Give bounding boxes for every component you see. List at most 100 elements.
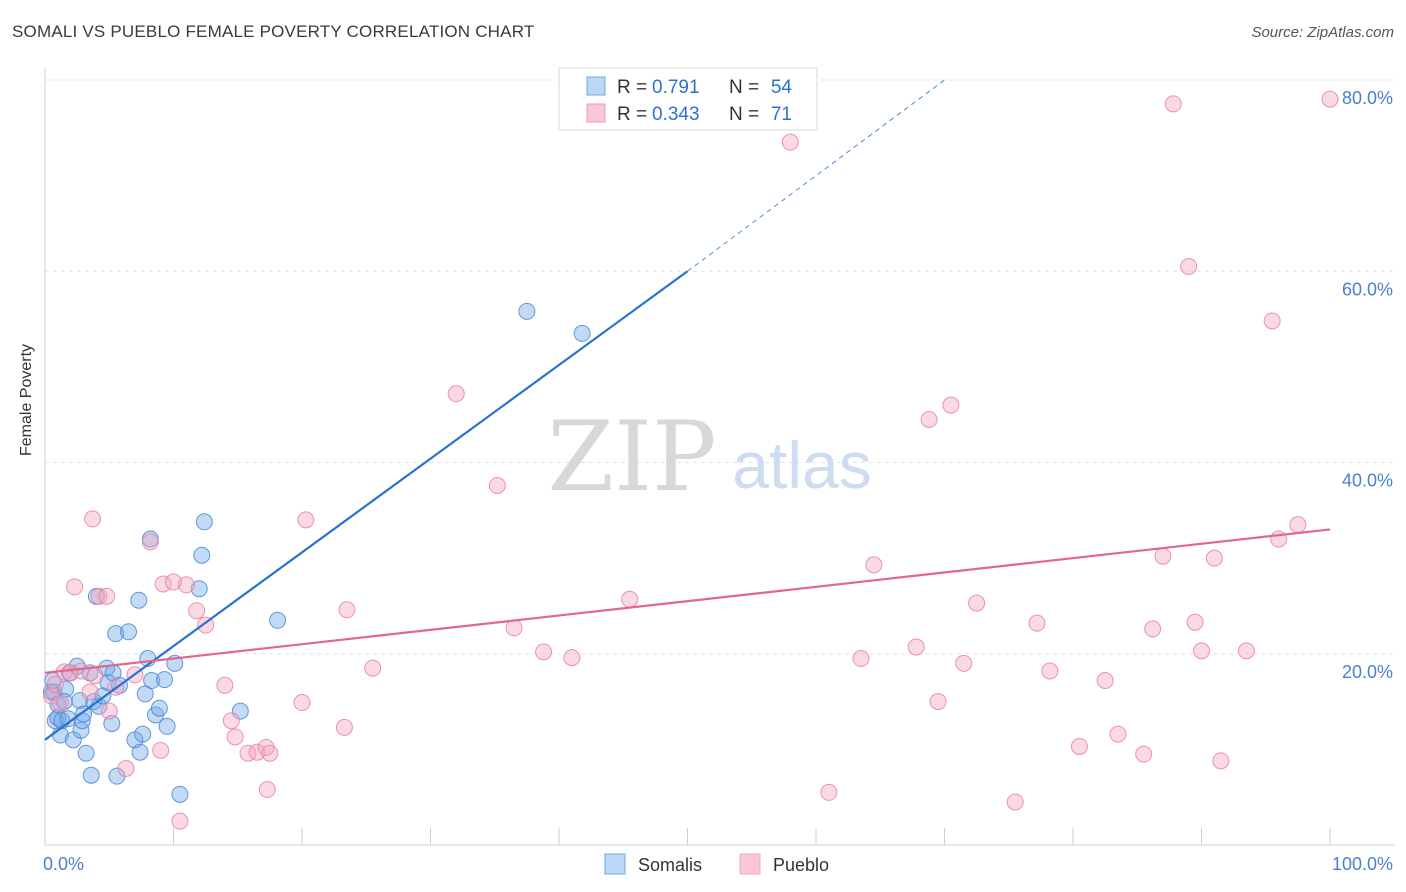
- x-tick-label-min: 0.0%: [43, 854, 84, 874]
- pueblo-point: [100, 702, 118, 720]
- somalis-point: [107, 625, 125, 643]
- somalis-point: [134, 725, 152, 743]
- somalis-point: [59, 710, 77, 728]
- pueblo-point: [248, 743, 266, 761]
- pueblo-point: [1321, 90, 1339, 108]
- pueblo-point: [1144, 620, 1162, 638]
- pueblo-point: [865, 556, 883, 574]
- pueblo-point: [84, 510, 102, 528]
- source-credit: Source: ZipAtlas.com: [1251, 24, 1394, 41]
- pueblo-stats-swatch: [586, 103, 606, 123]
- somalis-point: [85, 693, 103, 711]
- pueblo-point: [72, 662, 90, 680]
- trend-lines: [44, 79, 1331, 741]
- pueblo-point: [1205, 549, 1223, 567]
- pueblo-point: [98, 587, 116, 605]
- pueblo-point: [852, 650, 870, 668]
- pueblo-point: [338, 601, 356, 619]
- watermark-zip: ZIP: [547, 401, 716, 513]
- pueblo-point: [216, 676, 234, 694]
- somalis-point: [156, 671, 174, 689]
- pueblo-point: [364, 659, 382, 677]
- axes: 0.0% 100.0%: [43, 68, 1395, 874]
- pueblo-point: [335, 718, 353, 736]
- pueblo-point: [1028, 614, 1046, 632]
- pueblo-point: [563, 649, 581, 667]
- pueblo-point: [929, 693, 947, 711]
- somalis-point: [171, 785, 189, 803]
- pueblo-point: [505, 619, 523, 637]
- y-tick-label: 40.0%: [1342, 471, 1393, 491]
- pueblo-point: [86, 667, 104, 685]
- pueblo-point: [535, 643, 553, 661]
- pueblo-point: [239, 744, 257, 762]
- stats-legend: R = 0.791 N = 54 R = 0.343 N = 71: [558, 67, 818, 131]
- r-value: 0.343: [652, 104, 700, 125]
- somalis-point: [518, 302, 536, 320]
- pueblo-point: [1289, 516, 1307, 534]
- pueblo-point: [51, 694, 69, 712]
- pueblo-point: [621, 590, 639, 608]
- pueblo-point: [46, 675, 64, 693]
- pueblo-point: [226, 728, 244, 746]
- watermark-atlas: atlas: [732, 428, 871, 502]
- pueblo-point: [66, 578, 84, 596]
- pueblo-point: [154, 575, 172, 593]
- pueblo-point: [1006, 793, 1024, 811]
- gridlines: 20.0% 40.0% 60.0% 80.0%: [45, 79, 1395, 682]
- pueblo-point: [1193, 642, 1210, 660]
- chart-title: SOMALI VS PUEBLO FEMALE POVERTY CORRELAT…: [12, 22, 535, 41]
- pueblo-point: [781, 133, 799, 151]
- pueblo-point: [1135, 745, 1153, 763]
- pueblo-point: [955, 654, 973, 672]
- pueblo-point: [1180, 257, 1198, 275]
- somalis-stats-swatch: [586, 76, 606, 96]
- pueblo-point: [968, 594, 986, 612]
- somalis-legend-label: Somalis: [638, 855, 702, 875]
- somalis-point: [190, 580, 208, 598]
- somalis-point: [131, 743, 149, 761]
- series-legend: Somalis Pueblo: [604, 853, 829, 875]
- pueblo-point: [152, 741, 170, 759]
- r-value: 0.791: [652, 77, 700, 98]
- somalis-point: [143, 672, 161, 690]
- pueblo-legend-label: Pueblo: [773, 855, 829, 875]
- pueblo-point: [447, 385, 465, 403]
- n-label: N =: [729, 77, 759, 98]
- y-tick-label: 20.0%: [1342, 662, 1393, 682]
- somalis-point: [231, 702, 249, 720]
- pueblo-point: [165, 573, 182, 591]
- pueblo-point: [177, 576, 195, 594]
- pueblo-point: [222, 712, 240, 730]
- r-label: R =: [617, 104, 647, 125]
- pueblo-point: [1154, 547, 1172, 565]
- data-points: [42, 90, 1339, 830]
- somalis-point: [82, 766, 100, 784]
- x-tick-label-max: 100.0%: [1332, 854, 1393, 874]
- y-tick-label: 60.0%: [1342, 279, 1393, 299]
- somalis-point: [77, 744, 95, 762]
- pueblo-point: [920, 410, 938, 428]
- pueblo-point: [1041, 662, 1059, 680]
- somalis-point: [158, 717, 176, 735]
- r-label: R =: [617, 77, 647, 98]
- y-tick-label: 80.0%: [1342, 88, 1393, 108]
- pueblo-point: [171, 812, 189, 830]
- pueblo-point: [261, 744, 279, 762]
- pueblo-point: [1263, 312, 1281, 330]
- somalis-point: [193, 546, 211, 564]
- pueblo-point: [141, 533, 159, 551]
- pueblo-point: [188, 602, 206, 620]
- pueblo-point: [297, 511, 315, 529]
- pueblo-point: [1109, 725, 1127, 743]
- somalis-legend-swatch: [604, 853, 626, 875]
- pueblo-point: [1270, 530, 1288, 548]
- pueblo-point: [1212, 752, 1230, 770]
- pueblo-point: [1070, 738, 1088, 756]
- pueblo-point: [293, 694, 311, 712]
- pueblo-point: [258, 781, 276, 799]
- pueblo-point: [1186, 613, 1204, 631]
- somalis-point: [103, 715, 121, 733]
- somalis-point: [573, 324, 591, 342]
- pueblo-point: [488, 476, 506, 494]
